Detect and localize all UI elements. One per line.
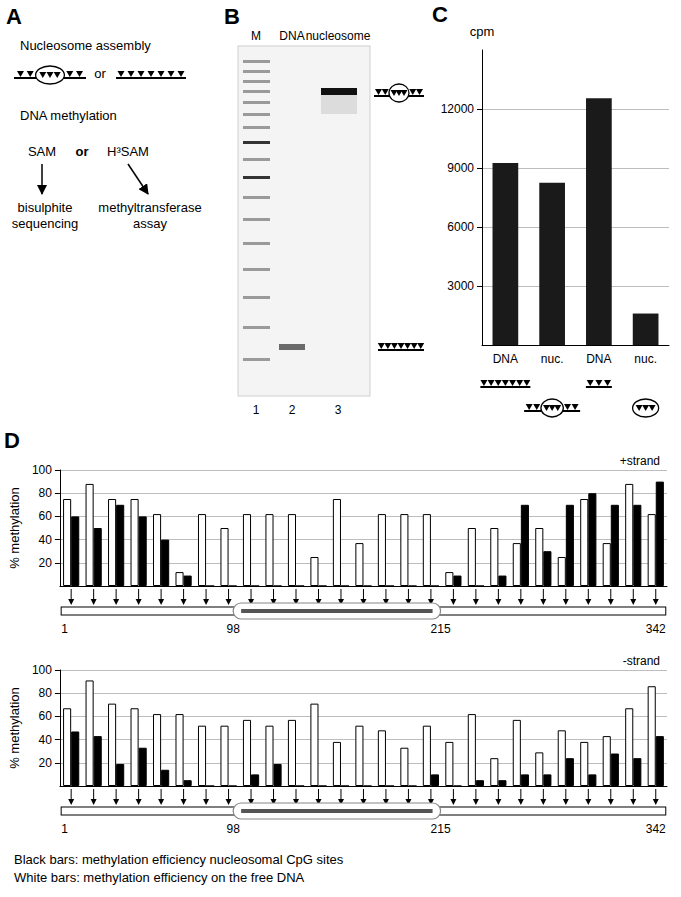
svg-text:12000: 12000 <box>441 102 475 116</box>
svg-text:DNA: DNA <box>279 29 304 43</box>
svg-text:215: 215 <box>431 622 451 636</box>
svg-text:nuc.: nuc. <box>634 352 657 366</box>
svg-text:342: 342 <box>646 622 666 636</box>
svg-text:+strand: +strand <box>620 454 660 468</box>
svg-text:9000: 9000 <box>447 161 474 175</box>
svg-text:60: 60 <box>39 509 53 523</box>
svg-text:100: 100 <box>32 663 52 677</box>
svg-text:DNA: DNA <box>586 352 611 366</box>
svg-text:% methylation: % methylation <box>7 687 22 769</box>
svg-text:20: 20 <box>39 556 53 570</box>
html-text:D: D <box>4 428 20 453</box>
svg-text:A: A <box>6 4 22 29</box>
html-text:C: C <box>432 2 448 27</box>
svg-text:DNA: DNA <box>493 352 518 366</box>
svg-text:40: 40 <box>39 533 53 547</box>
svg-text:methyltransferase: methyltransferase <box>98 200 201 215</box>
svg-text:100: 100 <box>32 463 52 477</box>
svg-text:or: or <box>76 144 89 159</box>
svg-text:98: 98 <box>226 622 240 636</box>
svg-text:215: 215 <box>431 822 451 836</box>
svg-text:1: 1 <box>253 403 260 417</box>
svg-text:20: 20 <box>39 756 53 770</box>
svg-text:60: 60 <box>39 709 53 723</box>
svg-text:6000: 6000 <box>447 220 474 234</box>
svg-text:98: 98 <box>226 822 240 836</box>
svg-text:nuc.: nuc. <box>541 352 564 366</box>
svg-text:bisulphite: bisulphite <box>18 200 73 215</box>
svg-text:80: 80 <box>39 486 53 500</box>
svg-text:1: 1 <box>61 822 68 836</box>
svg-text:M: M <box>251 29 261 43</box>
svg-text:nucleosome: nucleosome <box>306 29 371 43</box>
html-text:White bars: methylation effici: White bars: methylation efficiency on th… <box>14 870 305 885</box>
svg-text:342: 342 <box>646 822 666 836</box>
html-text:Black bars: methylation effici: Black bars: methylation efficiency nucle… <box>14 852 344 867</box>
svg-text:2: 2 <box>289 403 296 417</box>
svg-text:-strand: -strand <box>623 654 660 668</box>
svg-text:3000: 3000 <box>447 279 474 293</box>
svg-text:% methylation: % methylation <box>7 487 22 569</box>
svg-text:B: B <box>224 4 240 29</box>
svg-text:Nucleosome assembly: Nucleosome assembly <box>20 38 151 53</box>
svg-text:3: 3 <box>335 403 342 417</box>
svg-text:assay: assay <box>133 216 167 231</box>
svg-text:1: 1 <box>61 622 68 636</box>
svg-text:DNA methylation: DNA methylation <box>20 108 117 123</box>
svg-text:or: or <box>94 66 106 81</box>
svg-text:cpm: cpm <box>470 24 495 39</box>
svg-text:40: 40 <box>39 733 53 747</box>
svg-text:H³SAM: H³SAM <box>107 144 149 159</box>
svg-text:sequencing: sequencing <box>12 216 79 231</box>
svg-text:SAM: SAM <box>28 144 56 159</box>
svg-text:80: 80 <box>39 686 53 700</box>
